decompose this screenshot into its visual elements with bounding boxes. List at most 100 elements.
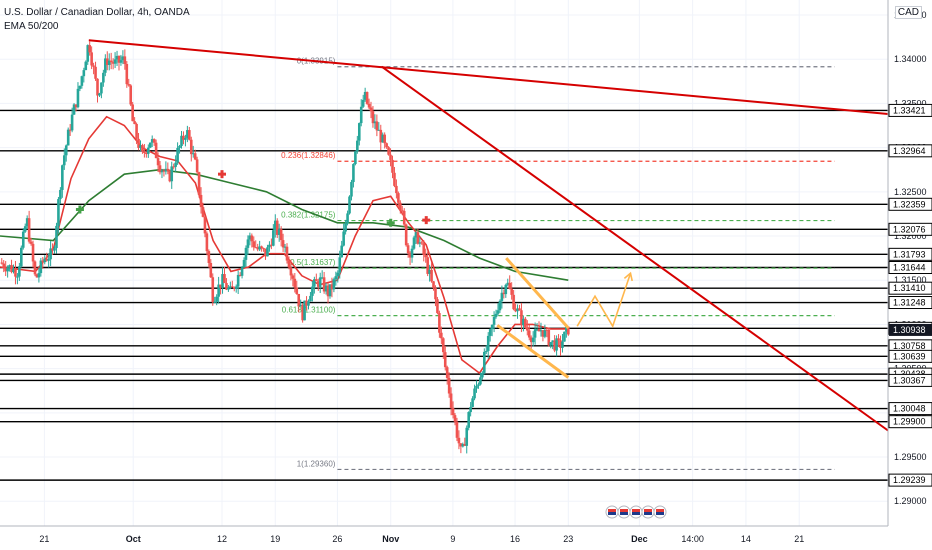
candle-body [395,185,398,194]
level-price-tag-label: 1.31793 [893,249,926,259]
candle-body [39,260,43,274]
candle-body [133,121,136,124]
candle-body [170,166,174,182]
time-axis-label: 14 [741,534,751,544]
candle-body [240,267,244,276]
level-price-tag-label: 1.29239 [893,475,926,485]
fib-level-label: 0.236(1.32846) [281,151,336,160]
candle-body [453,415,457,422]
candle-body [275,220,279,235]
candle-body [303,300,306,321]
candle-body [100,82,103,94]
candle-body [369,107,373,112]
candle-body [119,60,123,63]
price-axis-background [888,0,932,550]
candle-body [205,233,209,252]
candle-body [295,287,299,294]
candle-body [143,151,146,154]
candle-body [252,241,256,248]
candle-body [41,260,45,263]
candle-body [94,66,97,79]
candle-body [502,292,506,295]
candle-body [406,245,410,254]
candle-body [23,226,27,232]
candle-body [477,384,480,386]
candle-body [277,229,281,235]
candle-body [207,251,211,263]
candle-body [285,246,289,261]
chart-legend: U.S. Dollar / Canadian Dollar, 4h, OANDA… [4,6,190,34]
candle-body [225,282,228,290]
candle-body [408,253,412,258]
candle-body [389,154,392,160]
candle-body [522,318,525,326]
event-flag-stripe [620,509,628,512]
candle-body [567,326,570,335]
symbol-title: U.S. Dollar / Canadian Dollar, 4h, OANDA [4,7,190,18]
candle-body [35,274,39,278]
candle-body [494,313,498,317]
candle-body [178,145,181,148]
fib-level-label: 1(1.29360) [297,459,336,468]
candle-body [434,287,437,300]
candle-body [531,337,535,343]
event-flag-stripe [608,509,616,512]
price-axis-label: 1.31500 [894,275,927,285]
price-axis[interactable]: 1.345001.340001.335001.330001.325001.320… [887,0,932,550]
event-flag-stripe [608,512,616,515]
candle-body [332,279,336,290]
candle-body [315,279,318,282]
candle-body [535,329,539,331]
candle-body [78,85,82,89]
time-axis[interactable]: 21 Oct 12 19 26 Nov 9 16 23 Dec 14:00 14 21 [0,525,888,544]
indicator-label: EMA 50/200 [4,21,59,32]
candle-body [379,129,383,143]
time-axis-label: 14:00 [681,534,704,544]
candle-body [297,293,301,307]
fib-level-label: 0.382(1.32175) [281,211,336,220]
candle-body [473,388,476,399]
candle-body [246,239,250,248]
candle-body [10,265,13,273]
candle-body [455,421,459,438]
candle-body [59,189,62,200]
candle-body [86,45,90,62]
candle-body [199,194,203,208]
candle-body [264,248,267,257]
time-axis-label: 9 [450,534,455,544]
fibonacci-retracement[interactable]: 0(1.33915)0.236(1.32846)0.382(1.32175)0.… [281,57,835,471]
candle-body [76,88,80,108]
candle-body [49,248,52,260]
candle-body [469,406,472,413]
event-markers[interactable] [605,505,667,519]
channel-lines[interactable] [496,257,633,379]
candle-body [416,232,420,244]
price-axis-label: 1.29500 [894,452,927,462]
level-price-tag-label: 1.30048 [893,404,926,414]
candle-body [504,284,508,295]
candle-body [344,223,347,232]
trendlines[interactable] [88,39,889,432]
candle-body [318,277,322,287]
candle-body [387,147,390,155]
candle-body [467,412,470,428]
candle-body [88,45,91,53]
candle-body [145,153,148,155]
candle-body [385,143,388,148]
candle-body [193,153,197,160]
candle-body [305,300,308,306]
candle-body [400,210,404,212]
level-price-tag-label: 1.31248 [893,298,926,308]
price-axis-label: 1.32500 [894,187,927,197]
candle-body [399,202,402,211]
candle-body [238,274,242,276]
candle-body [158,165,162,173]
candle-body [27,218,31,242]
candle-body [129,85,133,105]
candle-body [514,309,517,312]
currency-label[interactable]: CAD [894,6,922,19]
level-price-tag [888,144,932,158]
candle-body [381,134,385,143]
candle-body [131,104,134,122]
